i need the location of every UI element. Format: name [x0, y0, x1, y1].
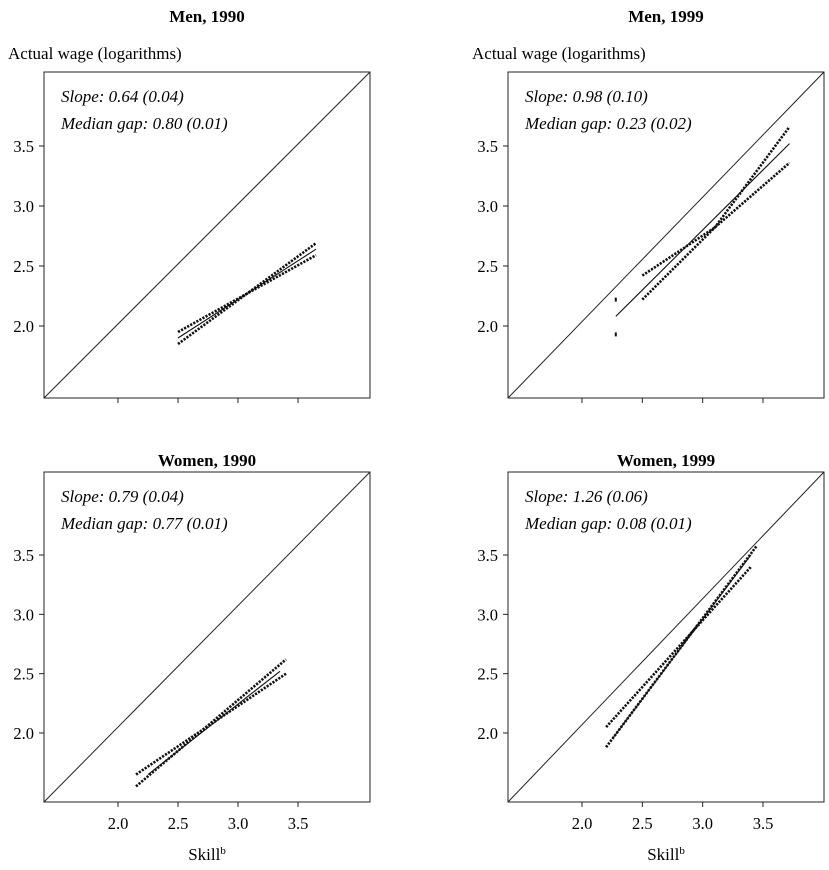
- data-point: [614, 297, 617, 302]
- y-tick-label: 3.0: [13, 605, 34, 624]
- chart-panel-2: Men, 1999 Actual wage (logarithms) 2.0 2.5 3…: [472, 7, 825, 403]
- plot-frame: [43, 471, 371, 803]
- y-tick-label: 3.0: [477, 605, 498, 624]
- panel-title: Men, 1999: [628, 7, 704, 26]
- confidence-band-line: [641, 126, 791, 301]
- median-gap-annotation: Median gap: 0.80 (0.01): [60, 114, 228, 133]
- y-tick-label: 2.5: [477, 665, 498, 684]
- diagonal-reference-line: [43, 71, 371, 399]
- chart-panel-1: Men, 1990 Actual wage (logarithms) 2.0 2.5 3…: [8, 7, 371, 403]
- median-gap-annotation: Median gap: 0.08 (0.01): [524, 514, 692, 533]
- y-tick-label: 3.5: [13, 546, 34, 565]
- diagonal-reference-line: [507, 71, 825, 399]
- y-tick-label: 3.0: [13, 197, 34, 216]
- slope-annotation: Slope: 0.98 (0.10): [525, 87, 648, 106]
- y-tick-label: 3.5: [477, 137, 498, 156]
- x-tick-label: 2.0: [108, 814, 129, 833]
- slope-annotation: Slope: 1.26 (0.06): [525, 487, 648, 506]
- plot-frame: [43, 71, 371, 399]
- x-tick-label: 3.0: [228, 814, 249, 833]
- x-tick-label: 2.0: [572, 814, 593, 833]
- confidence-band-line: [177, 242, 317, 346]
- x-tick-label: 2.5: [168, 814, 189, 833]
- x-axis-label: Skillb: [647, 845, 685, 864]
- median-gap-annotation: Median gap: 0.77 (0.01): [60, 514, 228, 533]
- confidence-band-line: [135, 658, 287, 788]
- diagonal-reference-line: [507, 471, 825, 803]
- x-tick-label: 3.0: [692, 814, 713, 833]
- plot-frame: [507, 71, 825, 399]
- plot-frame: [507, 471, 825, 803]
- y-tick-label: 2.0: [477, 317, 498, 336]
- slope-annotation: Slope: 0.79 (0.04): [61, 487, 184, 506]
- diagonal-reference-line: [43, 471, 371, 803]
- y-axis-label: Actual wage (logarithms): [472, 44, 646, 63]
- y-tick-label: 3.5: [477, 546, 498, 565]
- x-tick-label: 3.5: [288, 814, 309, 833]
- panel-title: Women, 1999: [617, 451, 715, 470]
- x-tick-label: 2.5: [632, 814, 653, 833]
- fitted-line: [611, 554, 752, 740]
- y-axis-label: Actual wage (logarithms): [8, 44, 182, 63]
- y-tick-label: 2.0: [477, 724, 498, 743]
- panel-title: Women, 1990: [158, 451, 256, 470]
- confidence-band-line: [135, 672, 287, 776]
- data-point: [614, 332, 617, 337]
- chart-panel-3: Women, 1990 2.0 2.5 3.0 3.5 2.0 2.5 3.0 3.5 Skill…: [13, 451, 371, 864]
- x-tick-label: 3.5: [753, 814, 774, 833]
- median-gap-annotation: Median gap: 0.23 (0.02): [524, 114, 692, 133]
- y-tick-label: 3.5: [13, 137, 34, 156]
- chart-panel-4: Women, 1999 2.0 2.5 3.0 3.5 2.0 2.5 3.0 3.5 Skill…: [477, 451, 825, 864]
- confidence-band-line: [605, 566, 752, 728]
- y-tick-label: 2.0: [13, 317, 34, 336]
- y-tick-label: 2.5: [477, 257, 498, 276]
- confidence-band-line: [641, 161, 791, 277]
- y-tick-label: 2.0: [13, 724, 34, 743]
- y-tick-label: 3.0: [477, 197, 498, 216]
- slope-annotation: Slope: 0.64 (0.04): [61, 87, 184, 106]
- fitted-line: [147, 670, 281, 775]
- fitted-line: [615, 143, 790, 317]
- y-tick-label: 2.5: [13, 665, 34, 684]
- panel-title: Men, 1990: [169, 7, 245, 26]
- x-axis-label: Skillb: [188, 845, 226, 864]
- y-tick-label: 2.5: [13, 257, 34, 276]
